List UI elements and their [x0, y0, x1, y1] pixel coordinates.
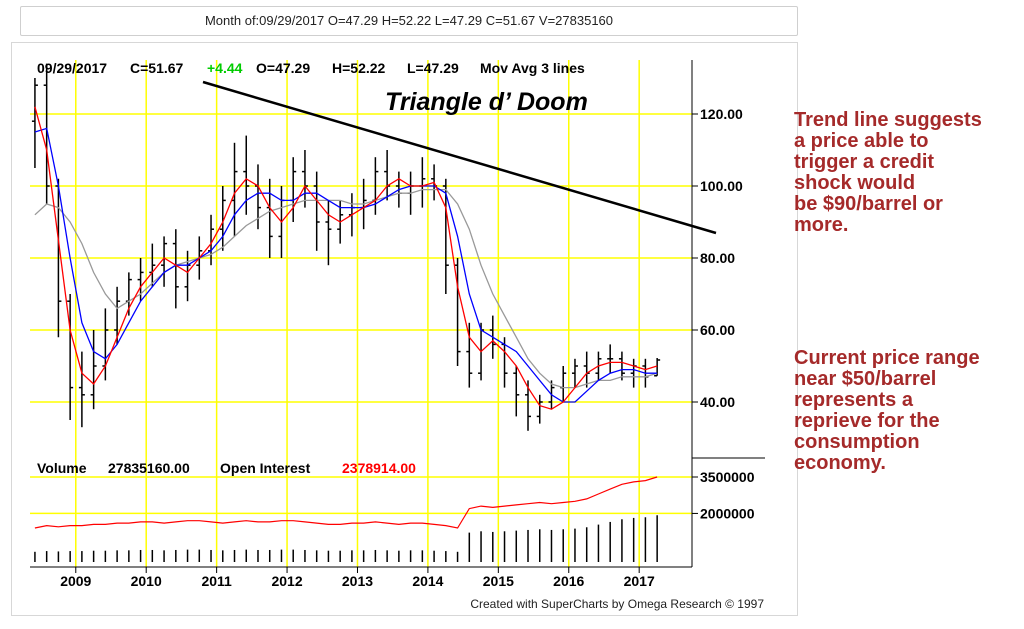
time-tick-label: 2017 — [624, 573, 655, 589]
time-tick-label: 2010 — [131, 573, 162, 589]
annotation-current-line: Current price range — [794, 347, 980, 369]
time-tick-label: 2015 — [483, 573, 514, 589]
annotation-current-line: economy. — [794, 452, 886, 474]
annotation-current-line: near $50/barrel — [794, 368, 937, 390]
info-open: O=47.29 — [256, 60, 310, 76]
time-tick-label: 2011 — [201, 573, 232, 589]
price-tick-label: 120.00 — [700, 106, 743, 122]
annotation-trend-line: shock would — [794, 172, 916, 194]
time-tick-label: 2012 — [271, 573, 302, 589]
volume-label: Volume — [37, 460, 87, 476]
annotation-current-line: reprieve for the — [794, 410, 940, 432]
time-tick-label: 2016 — [553, 573, 584, 589]
info-high: H=52.22 — [332, 60, 386, 76]
price-bars — [31, 63, 661, 431]
annotation-trend: Trend line suggests a price able to trig… — [794, 110, 1020, 236]
volume-bars — [34, 515, 658, 562]
trend-line — [202, 80, 717, 235]
annotation-trend-line: more. — [794, 214, 849, 236]
annotation-trend-line: trigger a credit — [794, 151, 935, 173]
time-tick-label: 2014 — [412, 573, 443, 589]
open-interest-line — [34, 476, 658, 529]
time-tick-label: 2009 — [60, 573, 91, 589]
annotation-current-line: consumption — [794, 431, 920, 453]
moving-average-slow — [34, 188, 658, 389]
open-interest-series — [34, 476, 658, 529]
header-text: Month of:09/29/2017 O=47.29 H=52.22 L=47… — [204, 13, 614, 28]
moving-averages — [34, 106, 658, 410]
info-date: 09/29/2017 — [37, 60, 107, 76]
volume-tick-label: 3500000 — [700, 469, 755, 485]
time-tick-label: 2013 — [342, 573, 373, 589]
volume-tick-label: 2000000 — [700, 505, 755, 521]
price-axis-ticks: 120.00 100.00 80.00 60.00 40.00 — [692, 106, 743, 410]
price-tick-label: 40.00 — [700, 394, 735, 410]
annotation-current: Current price range near $50/barrel repr… — [794, 348, 1020, 474]
price-tick-label: 100.00 — [700, 178, 743, 194]
open-interest-value: 2378914.00 — [342, 460, 416, 476]
open-interest-label: Open Interest — [220, 460, 311, 476]
chart-title: Triangle d’ Doom — [385, 88, 588, 116]
annotation-current-line: represents a — [794, 389, 913, 411]
annotation-trend-line: Trend line suggests — [794, 109, 982, 131]
time-axis-ticks: 2009 2010 2011 2012 2013 2014 2015 2016 2017 — [60, 567, 655, 589]
volume-axis-ticks: 3500000 2000000 — [692, 469, 755, 521]
info-low: L=47.29 — [407, 60, 459, 76]
moving-average-mid — [34, 127, 658, 403]
info-header: Month of:09/29/2017 O=47.29 H=52.22 L=47… — [20, 6, 798, 36]
chart-frame — [11, 42, 798, 616]
volume-value: 27835160.00 — [108, 460, 190, 476]
price-tick-label: 60.00 — [700, 322, 735, 338]
price-tick-label: 80.00 — [700, 250, 735, 266]
info-close: C=51.67 — [130, 60, 184, 76]
annotation-trend-line: a price able to — [794, 130, 929, 152]
annotation-trend-line: be $90/barrel or — [794, 193, 943, 215]
info-indicator: Mov Avg 3 lines — [480, 60, 585, 76]
moving-average-fast — [34, 106, 658, 410]
footer-credit: Created with SuperCharts by Omega Resear… — [470, 597, 764, 611]
info-change: +4.44 — [207, 60, 243, 76]
